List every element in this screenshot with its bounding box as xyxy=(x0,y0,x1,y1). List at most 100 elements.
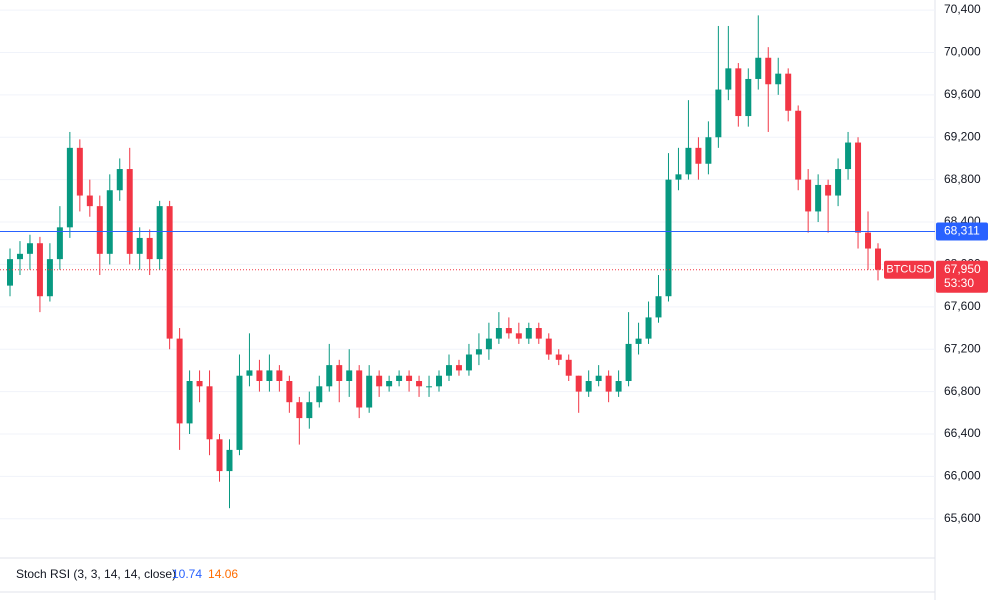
last-price-label: 67,950 xyxy=(944,262,981,276)
y-tick-label: 68,800 xyxy=(944,172,981,186)
symbol-box xyxy=(884,260,934,279)
y-tick-label: 67,200 xyxy=(944,341,981,355)
candle-body xyxy=(715,89,722,138)
y-tick-label: 66,800 xyxy=(944,384,981,398)
candle-body xyxy=(306,402,313,419)
candle-body xyxy=(615,381,622,392)
candle-body xyxy=(485,338,492,350)
indicator-value: 14.06 xyxy=(208,567,238,581)
price-line-box xyxy=(936,222,988,241)
candle-body xyxy=(475,349,482,355)
candle-body xyxy=(605,375,612,392)
candle-body xyxy=(96,206,103,254)
candle-body xyxy=(216,439,223,472)
candle-body xyxy=(156,206,163,260)
candle-body xyxy=(56,227,63,260)
candle-body xyxy=(445,365,452,376)
candle-body xyxy=(795,110,802,180)
candle-body xyxy=(495,328,502,339)
indicator-value: 10.74 xyxy=(172,567,202,581)
candle-body xyxy=(625,343,632,382)
candle-body xyxy=(7,259,13,286)
candle-body xyxy=(246,370,253,376)
candle-body xyxy=(146,237,153,260)
candle-body xyxy=(455,365,462,371)
candle-body xyxy=(436,375,443,387)
candle-body xyxy=(665,179,672,297)
y-tick-label: 65,600 xyxy=(944,511,981,525)
candle-body xyxy=(266,370,273,382)
candle-body xyxy=(376,375,383,387)
candle-body xyxy=(635,338,642,344)
candle-body xyxy=(136,237,143,254)
candle-body xyxy=(76,147,83,196)
candle-body xyxy=(545,338,552,355)
candle-body xyxy=(745,78,752,117)
candle-body xyxy=(465,354,472,371)
y-tick-label: 66,000 xyxy=(944,469,981,483)
y-tick-label: 70,000 xyxy=(944,45,981,59)
candle-body xyxy=(336,365,343,382)
candle-body xyxy=(705,137,712,164)
candle-body xyxy=(256,370,263,382)
candle-body xyxy=(865,232,872,249)
candle-body xyxy=(575,375,582,392)
candle-body xyxy=(106,190,113,254)
candle-body xyxy=(396,375,403,382)
candle-body xyxy=(595,375,602,382)
candle-body xyxy=(236,375,243,450)
candle-body xyxy=(86,195,93,207)
candle-body xyxy=(505,328,512,334)
candle-body xyxy=(565,359,572,376)
candle-body xyxy=(825,184,832,196)
candle-body xyxy=(755,57,762,79)
candle-body xyxy=(685,147,692,175)
candle-body xyxy=(316,386,323,403)
countdown-label: 53:30 xyxy=(944,276,974,290)
candle-body xyxy=(515,333,522,339)
symbol-label: BTCUSD xyxy=(886,264,931,276)
candle-body xyxy=(196,381,203,387)
candle-body xyxy=(845,142,852,170)
candle-body xyxy=(555,354,562,360)
candle-body xyxy=(655,296,662,318)
candle-body xyxy=(535,328,542,339)
candle-body xyxy=(186,381,193,424)
candle-body xyxy=(426,386,433,388)
candle-body xyxy=(725,68,732,90)
candle-body xyxy=(356,370,363,408)
y-tick-label: 67,600 xyxy=(944,299,981,313)
candle-body xyxy=(406,375,413,382)
y-tick-label: 69,200 xyxy=(944,129,981,143)
candle-body xyxy=(775,73,782,85)
candle-body xyxy=(326,365,333,387)
candle-body xyxy=(66,147,73,228)
y-tick-label: 66,400 xyxy=(944,426,981,440)
candle-body xyxy=(46,259,53,297)
candle-body xyxy=(815,184,822,212)
candle-body xyxy=(855,142,862,233)
candle-body xyxy=(116,169,123,191)
candle-body xyxy=(206,386,213,440)
price-line-label: 68,311 xyxy=(944,224,980,238)
candle-body xyxy=(645,317,652,339)
candle-body xyxy=(26,243,33,254)
y-tick-label: 70,400 xyxy=(944,2,981,16)
candle-body xyxy=(176,338,183,424)
y-tick-label: 69,600 xyxy=(944,87,981,101)
indicator-name: Stoch RSI (3, 3, 14, 14, close) xyxy=(16,567,176,581)
candle-body xyxy=(695,147,702,164)
candle-body xyxy=(525,328,532,339)
candle-body xyxy=(296,402,303,419)
candle-body xyxy=(276,370,283,382)
candle-body xyxy=(226,449,233,472)
candle-body xyxy=(346,370,353,382)
candle-body xyxy=(735,68,742,117)
candle-body xyxy=(126,169,133,254)
last-price-box xyxy=(936,260,988,293)
candle-body xyxy=(675,174,682,180)
candle-body xyxy=(805,179,812,212)
candle-body xyxy=(286,381,293,403)
candle-body xyxy=(835,169,842,196)
